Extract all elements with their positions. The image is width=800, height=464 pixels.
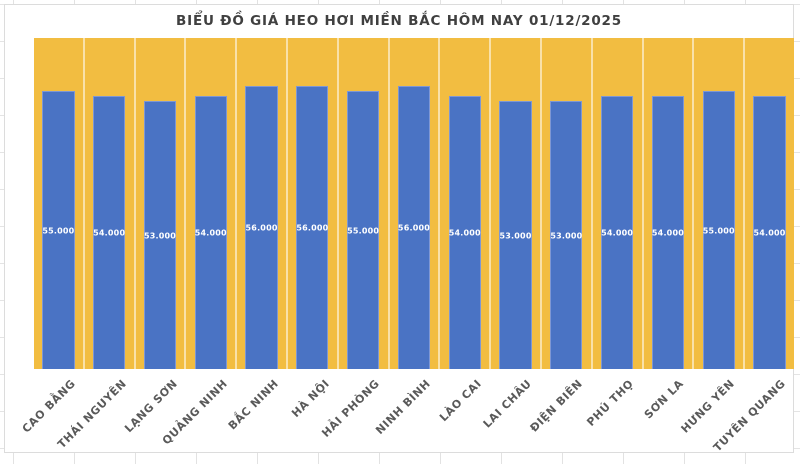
x-axis-label: ĐIỆN BIÊN <box>527 377 586 435</box>
bar: 53.000 <box>143 101 177 369</box>
bar-value-label: 56.000 <box>296 223 329 233</box>
bar-value-label: 54.000 <box>93 228 126 238</box>
x-axis-label: THÁI NGUYÊN <box>55 377 130 451</box>
category-slot: 56.000 <box>237 38 288 369</box>
bar: 55.000 <box>42 91 75 369</box>
category-slot: 54.000 <box>440 38 492 369</box>
category-slot: 55.000 <box>694 38 746 369</box>
x-axis-label: HƯNG YÊN <box>678 377 738 436</box>
bar-value-label: 56.000 <box>245 223 278 233</box>
category-slot: 53.000 <box>491 38 542 369</box>
category-slot: 55.000 <box>339 38 390 369</box>
bar: 54.000 <box>194 96 227 369</box>
category-slot: 55.000 <box>34 38 85 369</box>
bar-value-label: 54.000 <box>601 228 634 238</box>
category-slot: 54.000 <box>745 38 794 369</box>
x-axis-label: BẮC NINH <box>225 377 282 433</box>
x-axis-label: HẢI PHÒNG <box>319 377 383 440</box>
bar-value-label: 54.000 <box>753 228 786 238</box>
bar: 55.000 <box>347 91 380 369</box>
bar: 53.000 <box>499 101 532 369</box>
bar: 56.000 <box>296 86 329 369</box>
x-axis-label: HÀ NỘI <box>288 377 332 421</box>
bar-value-label: 53.000 <box>550 231 583 241</box>
category-slot: 56.000 <box>390 38 441 369</box>
x-axis-label: LẠNG SƠN <box>121 377 180 436</box>
bar-value-label: 54.000 <box>651 228 684 238</box>
chart-object[interactable]: BIỂU ĐỒ GIÁ HEO HƠI MIỀN BẮC HÔM NAY 01/… <box>4 4 794 455</box>
chart-title: BIỂU ĐỒ GIÁ HEO HƠI MIỀN BẮC HÔM NAY 01/… <box>176 13 622 29</box>
bar: 54.000 <box>93 96 126 369</box>
plot-area: 55.000 54.000 53.000 54.000 56.000 56.000 55.0… <box>34 38 794 369</box>
x-axis-label: PHÚ THỌ <box>584 377 636 429</box>
x-axis-label: TUYÊN QUANG <box>710 377 788 455</box>
bar-value-label: 53.000 <box>499 231 532 241</box>
bar-value-label: 55.000 <box>347 226 380 236</box>
x-axis-label: QUẢNG NINH <box>160 377 231 448</box>
x-axis-label: SƠN LA <box>642 377 687 422</box>
x-axis-label: LAI CHÂU <box>481 377 535 431</box>
bar: 56.000 <box>245 86 278 369</box>
bar: 54.000 <box>651 96 685 369</box>
category-slot: 53.000 <box>136 38 187 369</box>
bar-value-label: 55.000 <box>702 226 735 236</box>
category-slot: 56.000 <box>288 38 339 369</box>
bar-value-label: 56.000 <box>397 223 431 233</box>
category-slot: 53.000 <box>542 38 593 369</box>
category-slot: 54.000 <box>85 38 136 369</box>
bar: 56.000 <box>397 86 431 369</box>
bar-value-label: 53.000 <box>143 231 177 241</box>
category-slot: 54.000 <box>593 38 644 369</box>
bar: 55.000 <box>702 91 735 369</box>
bar-value-label: 55.000 <box>42 226 75 236</box>
category-slot: 54.000 <box>644 38 695 369</box>
x-axis-label: CAO BẰNG <box>20 377 79 436</box>
x-axis-label: NINH BÌNH <box>373 377 434 437</box>
category-slot: 54.000 <box>186 38 238 369</box>
bar: 54.000 <box>448 96 481 369</box>
bar: 54.000 <box>601 96 634 369</box>
bar: 53.000 <box>550 101 583 369</box>
bar-value-label: 54.000 <box>448 228 481 238</box>
x-axis-label: LÀO CAI <box>436 377 484 425</box>
bar-value-label: 54.000 <box>194 228 227 238</box>
bar: 54.000 <box>753 96 786 369</box>
